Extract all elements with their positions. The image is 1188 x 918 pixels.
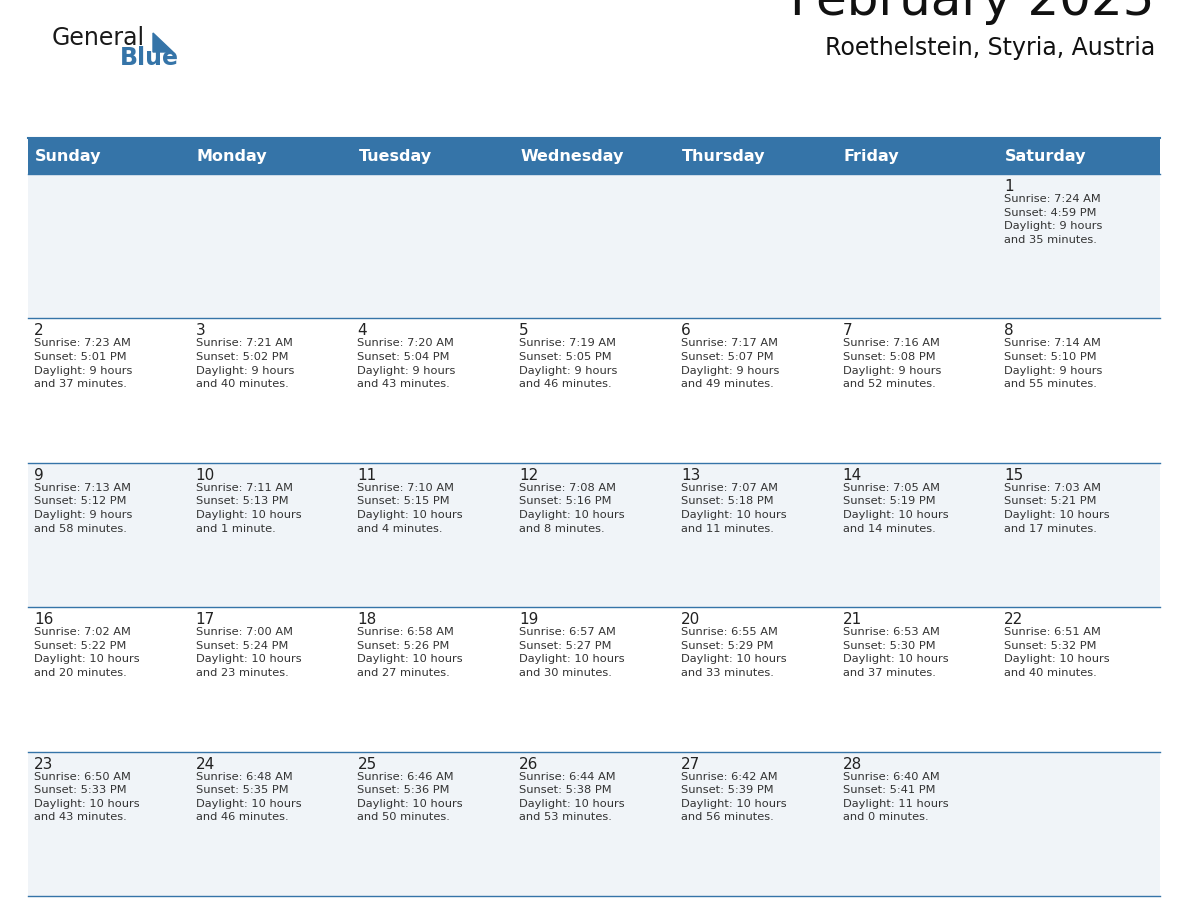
Text: 25: 25 [358,756,377,772]
Text: 28: 28 [842,756,861,772]
Text: Sunrise: 7:20 AM
Sunset: 5:04 PM
Daylight: 9 hours
and 43 minutes.: Sunrise: 7:20 AM Sunset: 5:04 PM Dayligh… [358,339,456,389]
Text: Sunrise: 6:58 AM
Sunset: 5:26 PM
Daylight: 10 hours
and 27 minutes.: Sunrise: 6:58 AM Sunset: 5:26 PM Dayligh… [358,627,463,678]
Text: 7: 7 [842,323,852,339]
Text: Sunrise: 7:17 AM
Sunset: 5:07 PM
Daylight: 9 hours
and 49 minutes.: Sunrise: 7:17 AM Sunset: 5:07 PM Dayligh… [681,339,779,389]
Text: Sunrise: 6:46 AM
Sunset: 5:36 PM
Daylight: 10 hours
and 50 minutes.: Sunrise: 6:46 AM Sunset: 5:36 PM Dayligh… [358,772,463,823]
Text: Friday: Friday [843,149,899,163]
Text: Sunrise: 6:42 AM
Sunset: 5:39 PM
Daylight: 10 hours
and 56 minutes.: Sunrise: 6:42 AM Sunset: 5:39 PM Dayligh… [681,772,786,823]
Text: 8: 8 [1004,323,1013,339]
Text: General: General [52,26,145,50]
Text: Sunrise: 7:19 AM
Sunset: 5:05 PM
Daylight: 9 hours
and 46 minutes.: Sunrise: 7:19 AM Sunset: 5:05 PM Dayligh… [519,339,618,389]
Text: Sunrise: 6:40 AM
Sunset: 5:41 PM
Daylight: 11 hours
and 0 minutes.: Sunrise: 6:40 AM Sunset: 5:41 PM Dayligh… [842,772,948,823]
Text: 22: 22 [1004,612,1024,627]
Bar [29,607,1159,752]
Bar [29,752,1159,896]
Text: Tuesday: Tuesday [359,149,431,163]
Text: Sunrise: 7:11 AM
Sunset: 5:13 PM
Daylight: 10 hours
and 1 minute.: Sunrise: 7:11 AM Sunset: 5:13 PM Dayligh… [196,483,302,533]
Text: 15: 15 [1004,468,1024,483]
Text: Sunrise: 7:07 AM
Sunset: 5:18 PM
Daylight: 10 hours
and 11 minutes.: Sunrise: 7:07 AM Sunset: 5:18 PM Dayligh… [681,483,786,533]
Text: Sunrise: 7:02 AM
Sunset: 5:22 PM
Daylight: 10 hours
and 20 minutes.: Sunrise: 7:02 AM Sunset: 5:22 PM Dayligh… [34,627,140,678]
Text: 21: 21 [842,612,861,627]
Text: 4: 4 [358,323,367,339]
Text: 13: 13 [681,468,700,483]
Text: 26: 26 [519,756,538,772]
Text: 11: 11 [358,468,377,483]
Text: Sunrise: 6:55 AM
Sunset: 5:29 PM
Daylight: 10 hours
and 33 minutes.: Sunrise: 6:55 AM Sunset: 5:29 PM Dayligh… [681,627,786,678]
Text: Sunrise: 7:00 AM
Sunset: 5:24 PM
Daylight: 10 hours
and 23 minutes.: Sunrise: 7:00 AM Sunset: 5:24 PM Dayligh… [196,627,302,678]
Text: 3: 3 [196,323,206,339]
Text: 18: 18 [358,612,377,627]
Text: 24: 24 [196,756,215,772]
Polygon shape [153,33,173,52]
Text: Saturday: Saturday [1005,149,1087,163]
Text: Sunrise: 7:03 AM
Sunset: 5:21 PM
Daylight: 10 hours
and 17 minutes.: Sunrise: 7:03 AM Sunset: 5:21 PM Dayligh… [1004,483,1110,533]
Text: Wednesday: Wednesday [520,149,624,163]
Text: Sunrise: 7:08 AM
Sunset: 5:16 PM
Daylight: 10 hours
and 8 minutes.: Sunrise: 7:08 AM Sunset: 5:16 PM Dayligh… [519,483,625,533]
Bar [29,319,1159,463]
Text: 9: 9 [34,468,44,483]
Text: 5: 5 [519,323,529,339]
Text: 19: 19 [519,612,538,627]
Text: 1: 1 [1004,179,1013,194]
Text: 2: 2 [34,323,44,339]
Text: 14: 14 [842,468,861,483]
Text: Sunrise: 6:51 AM
Sunset: 5:32 PM
Daylight: 10 hours
and 40 minutes.: Sunrise: 6:51 AM Sunset: 5:32 PM Dayligh… [1004,627,1110,678]
Text: 16: 16 [34,612,53,627]
Text: Sunrise: 7:10 AM
Sunset: 5:15 PM
Daylight: 10 hours
and 4 minutes.: Sunrise: 7:10 AM Sunset: 5:15 PM Dayligh… [358,483,463,533]
Text: 12: 12 [519,468,538,483]
Text: Thursday: Thursday [682,149,765,163]
Text: Sunrise: 6:50 AM
Sunset: 5:33 PM
Daylight: 10 hours
and 43 minutes.: Sunrise: 6:50 AM Sunset: 5:33 PM Dayligh… [34,772,140,823]
Text: Sunrise: 6:48 AM
Sunset: 5:35 PM
Daylight: 10 hours
and 46 minutes.: Sunrise: 6:48 AM Sunset: 5:35 PM Dayligh… [196,772,302,823]
Text: Sunrise: 7:21 AM
Sunset: 5:02 PM
Daylight: 9 hours
and 40 minutes.: Sunrise: 7:21 AM Sunset: 5:02 PM Dayligh… [196,339,295,389]
Text: Monday: Monday [197,149,267,163]
Text: 20: 20 [681,612,700,627]
Bar [29,138,1159,174]
Text: Blue: Blue [120,46,179,70]
Text: Sunrise: 7:14 AM
Sunset: 5:10 PM
Daylight: 9 hours
and 55 minutes.: Sunrise: 7:14 AM Sunset: 5:10 PM Dayligh… [1004,339,1102,389]
Bar [29,463,1159,607]
Text: 10: 10 [196,468,215,483]
Text: Sunrise: 7:16 AM
Sunset: 5:08 PM
Daylight: 9 hours
and 52 minutes.: Sunrise: 7:16 AM Sunset: 5:08 PM Dayligh… [842,339,941,389]
Text: Roethelstein, Styria, Austria: Roethelstein, Styria, Austria [824,36,1155,60]
Text: 27: 27 [681,756,700,772]
Text: Sunrise: 6:57 AM
Sunset: 5:27 PM
Daylight: 10 hours
and 30 minutes.: Sunrise: 6:57 AM Sunset: 5:27 PM Dayligh… [519,627,625,678]
Text: Sunrise: 6:53 AM
Sunset: 5:30 PM
Daylight: 10 hours
and 37 minutes.: Sunrise: 6:53 AM Sunset: 5:30 PM Dayligh… [842,627,948,678]
Text: Sunrise: 7:05 AM
Sunset: 5:19 PM
Daylight: 10 hours
and 14 minutes.: Sunrise: 7:05 AM Sunset: 5:19 PM Dayligh… [842,483,948,533]
Text: 6: 6 [681,323,690,339]
Text: Sunrise: 6:44 AM
Sunset: 5:38 PM
Daylight: 10 hours
and 53 minutes.: Sunrise: 6:44 AM Sunset: 5:38 PM Dayligh… [519,772,625,823]
Text: February 2025: February 2025 [790,0,1155,25]
Text: Sunday: Sunday [34,149,101,163]
Text: 23: 23 [34,756,53,772]
Text: Sunrise: 7:13 AM
Sunset: 5:12 PM
Daylight: 9 hours
and 58 minutes.: Sunrise: 7:13 AM Sunset: 5:12 PM Dayligh… [34,483,132,533]
Text: Sunrise: 7:24 AM
Sunset: 4:59 PM
Daylight: 9 hours
and 35 minutes.: Sunrise: 7:24 AM Sunset: 4:59 PM Dayligh… [1004,194,1102,245]
Bar [29,174,1159,319]
Text: 17: 17 [196,612,215,627]
Text: Sunrise: 7:23 AM
Sunset: 5:01 PM
Daylight: 9 hours
and 37 minutes.: Sunrise: 7:23 AM Sunset: 5:01 PM Dayligh… [34,339,132,389]
